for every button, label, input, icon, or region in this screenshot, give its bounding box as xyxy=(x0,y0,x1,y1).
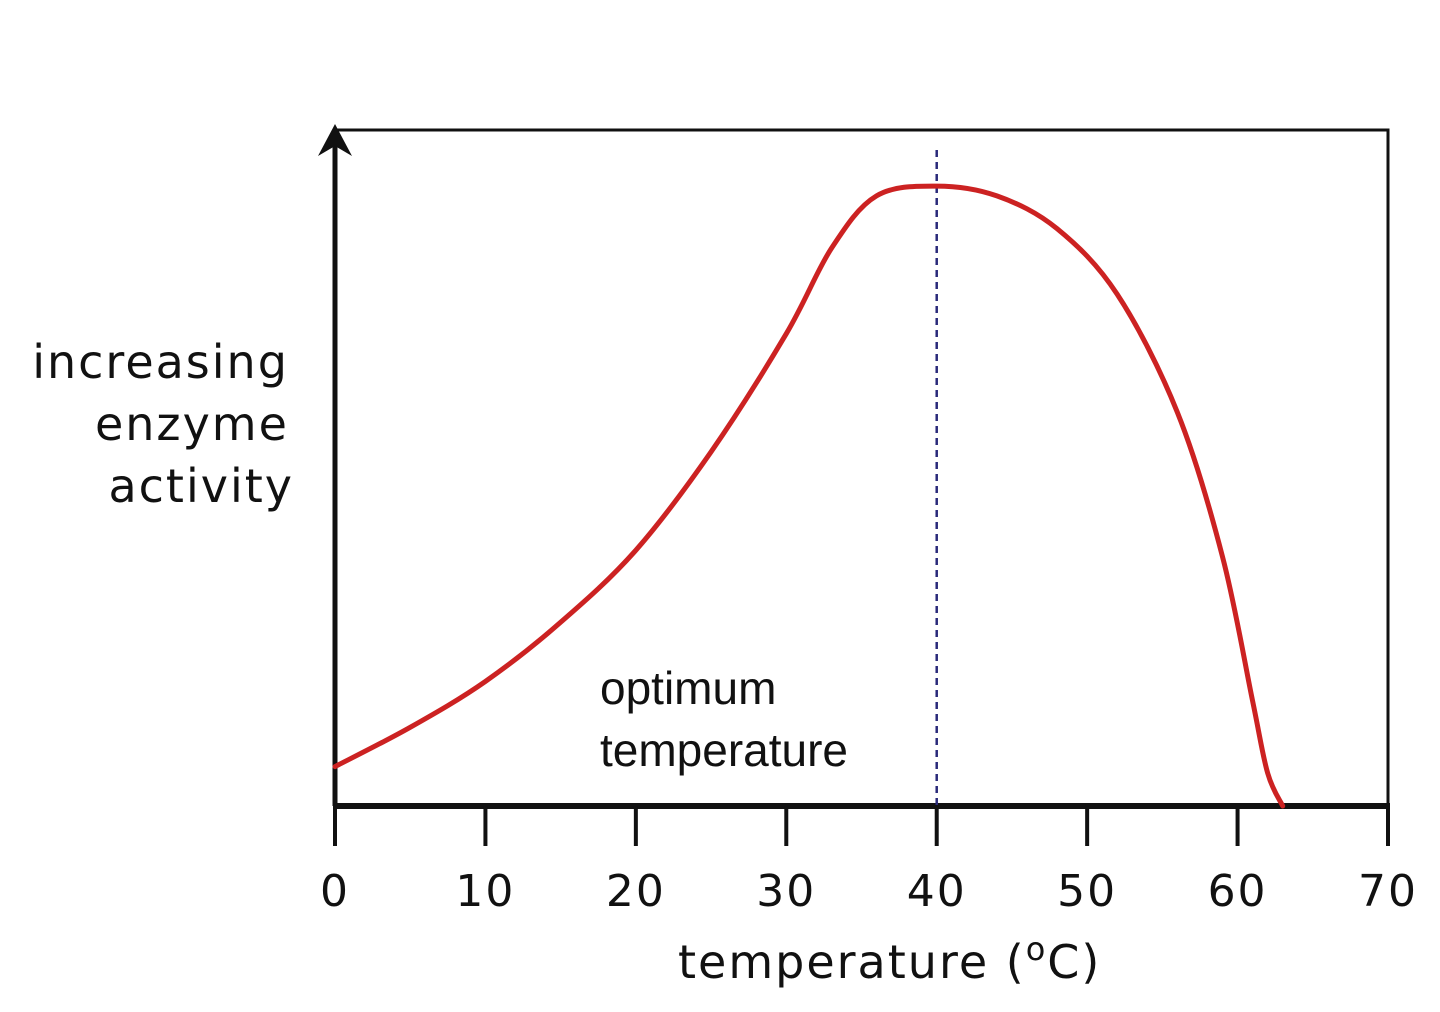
y-axis-label-line-2: enzyme xyxy=(95,397,289,451)
y-axis-label-line-1: increasing xyxy=(32,335,289,389)
x-axis-tick-labels: 0 10 20 30 40 50 60 70 xyxy=(320,866,1418,917)
x-tick-label: 50 xyxy=(1057,866,1117,917)
y-axis-label-line-3: activity xyxy=(108,459,294,513)
x-tick-label: 20 xyxy=(606,866,666,917)
optimum-annotation-line-1: optimum xyxy=(600,662,776,714)
x-axis-label-suffix: C) xyxy=(1047,935,1101,989)
optimum-annotation: optimum temperature xyxy=(600,662,848,776)
y-axis-label: increasing enzyme activity xyxy=(32,335,294,513)
plot-frame xyxy=(333,128,1390,808)
optimum-annotation-line-2: temperature xyxy=(600,724,848,776)
x-axis-label: temperature (oC) xyxy=(678,930,1101,989)
x-axis-label-prefix: temperature ( xyxy=(678,935,1026,989)
x-tick-label: 70 xyxy=(1358,866,1418,917)
x-tick-label: 10 xyxy=(455,866,515,917)
enzyme-activity-curve xyxy=(332,183,1286,809)
x-axis-ticks xyxy=(333,806,1390,846)
x-axis-label-superscript: o xyxy=(1026,930,1048,968)
y-axis-arrow xyxy=(318,124,352,156)
x-tick-label: 60 xyxy=(1208,866,1268,917)
x-tick-label: 0 xyxy=(320,866,350,917)
x-tick-label: 30 xyxy=(756,866,816,917)
x-tick-label: 40 xyxy=(907,866,967,917)
